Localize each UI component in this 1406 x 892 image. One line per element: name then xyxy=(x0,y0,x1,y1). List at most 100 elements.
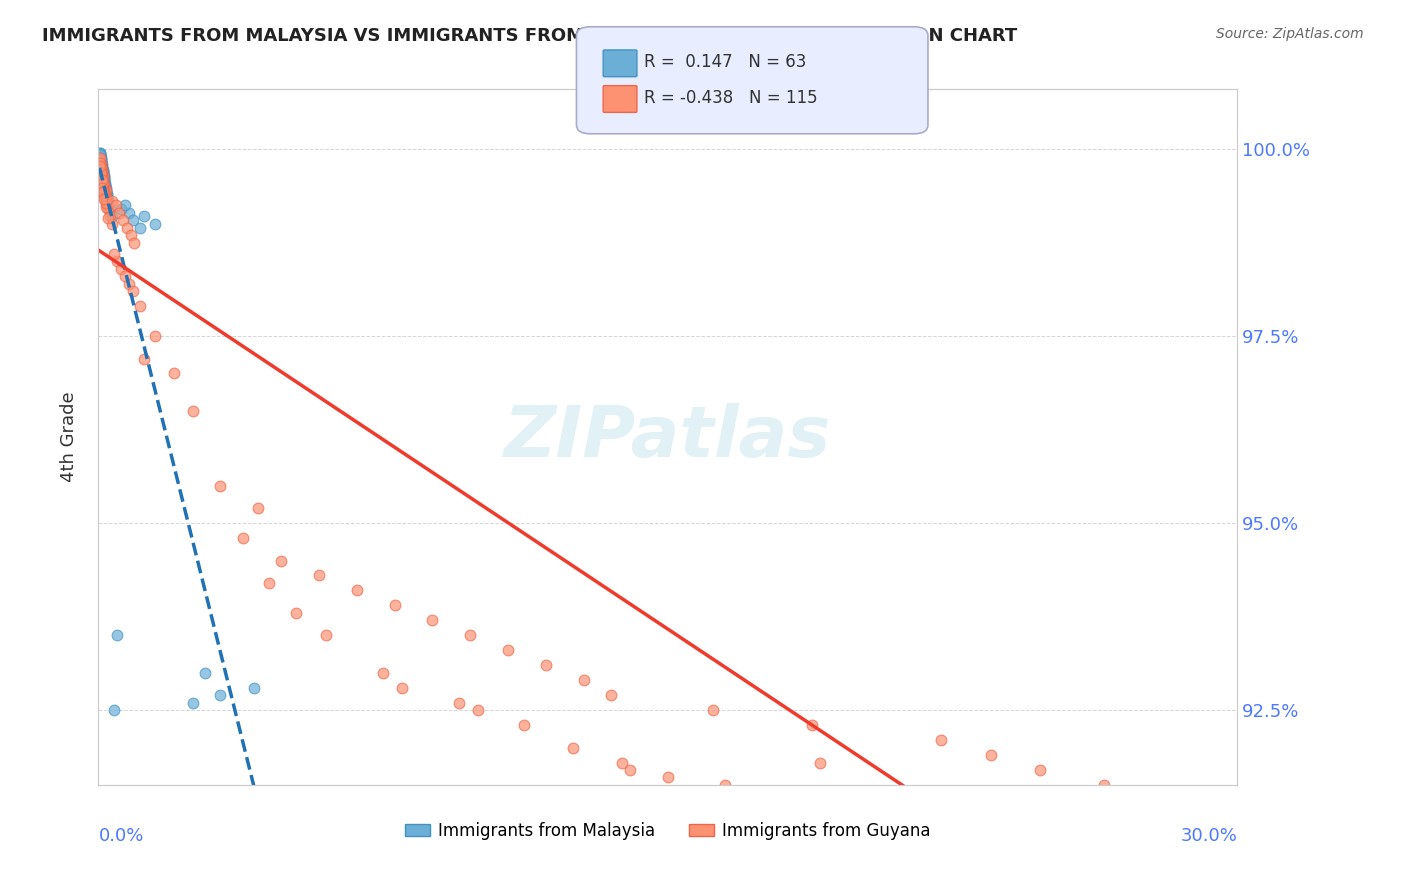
Point xyxy=(90,159,112,173)
Point xyxy=(1054,830,1078,845)
Point xyxy=(103,703,125,717)
Point xyxy=(89,153,111,168)
Point xyxy=(96,198,118,212)
Point xyxy=(371,665,394,680)
Point xyxy=(132,351,155,366)
Point xyxy=(91,181,114,195)
Point xyxy=(93,186,115,200)
Point xyxy=(89,164,111,178)
Point xyxy=(129,299,152,313)
Point xyxy=(498,643,520,657)
Point xyxy=(89,148,111,162)
Point xyxy=(90,152,112,166)
Point xyxy=(90,161,112,175)
Point xyxy=(93,172,115,186)
Point xyxy=(93,176,115,190)
Point xyxy=(97,211,120,225)
Point xyxy=(94,179,117,194)
Point xyxy=(90,166,112,180)
Point xyxy=(94,195,117,210)
Point xyxy=(145,217,167,231)
Point xyxy=(90,164,112,178)
Point xyxy=(108,205,131,219)
Point xyxy=(1157,808,1180,822)
Point xyxy=(246,501,269,516)
Point xyxy=(877,800,900,814)
Point xyxy=(97,195,120,210)
Point xyxy=(121,213,143,227)
Point xyxy=(1036,830,1059,845)
Point xyxy=(94,183,117,197)
Text: R =  0.147   N = 63: R = 0.147 N = 63 xyxy=(644,54,806,71)
Point xyxy=(308,568,330,582)
Point xyxy=(91,163,114,178)
Y-axis label: 4th Grade: 4th Grade xyxy=(59,392,77,483)
Legend: Immigrants from Malaysia, Immigrants from Guyana: Immigrants from Malaysia, Immigrants fro… xyxy=(398,815,938,847)
Point xyxy=(103,247,125,261)
Point xyxy=(93,168,115,182)
Point xyxy=(90,157,112,171)
Point xyxy=(93,176,115,190)
Point xyxy=(163,367,186,381)
Point xyxy=(100,194,122,209)
Point xyxy=(90,149,112,163)
Text: Source: ZipAtlas.com: Source: ZipAtlas.com xyxy=(1216,27,1364,41)
Point xyxy=(422,613,444,627)
Point xyxy=(1219,822,1241,837)
Point xyxy=(714,778,737,792)
Point xyxy=(1143,793,1166,807)
Point xyxy=(1112,838,1135,852)
Point xyxy=(770,785,793,799)
Point xyxy=(91,172,114,186)
Point xyxy=(284,606,307,620)
Point xyxy=(93,179,115,194)
Point xyxy=(91,178,114,192)
Point xyxy=(208,688,231,702)
Point xyxy=(183,696,205,710)
Point xyxy=(1094,778,1116,792)
Point xyxy=(93,192,115,206)
Point xyxy=(100,210,122,224)
Point xyxy=(93,172,115,186)
Point xyxy=(93,183,115,197)
Point xyxy=(90,157,112,171)
Point xyxy=(94,176,117,190)
Point xyxy=(93,181,115,195)
Point xyxy=(315,628,337,642)
Point xyxy=(89,151,111,165)
Point xyxy=(1029,763,1052,777)
Point xyxy=(89,149,111,163)
Point xyxy=(120,228,142,243)
Point xyxy=(96,194,118,209)
Point xyxy=(808,756,831,770)
Point xyxy=(574,673,596,688)
Text: R = -0.438   N = 115: R = -0.438 N = 115 xyxy=(644,89,817,107)
Point xyxy=(194,665,217,680)
Point xyxy=(89,149,111,163)
Point xyxy=(90,163,112,178)
Point xyxy=(97,202,120,216)
Point xyxy=(94,186,117,201)
Point xyxy=(90,153,112,168)
Point xyxy=(846,800,869,814)
Point xyxy=(1170,845,1192,859)
Point xyxy=(96,191,118,205)
Point xyxy=(93,173,115,187)
Point xyxy=(979,747,1001,762)
Point xyxy=(94,181,117,195)
Point xyxy=(89,147,111,161)
Point xyxy=(447,696,470,710)
Point xyxy=(828,793,851,807)
Point xyxy=(91,164,114,178)
Point xyxy=(98,202,121,216)
Point xyxy=(96,186,118,201)
Point xyxy=(89,155,111,169)
Point xyxy=(460,628,482,642)
Point xyxy=(391,681,413,695)
Point xyxy=(90,155,112,169)
Point xyxy=(801,718,824,732)
Point xyxy=(90,166,112,180)
Point xyxy=(132,210,155,224)
Text: 0.0%: 0.0% xyxy=(98,827,143,845)
Point xyxy=(90,159,112,173)
